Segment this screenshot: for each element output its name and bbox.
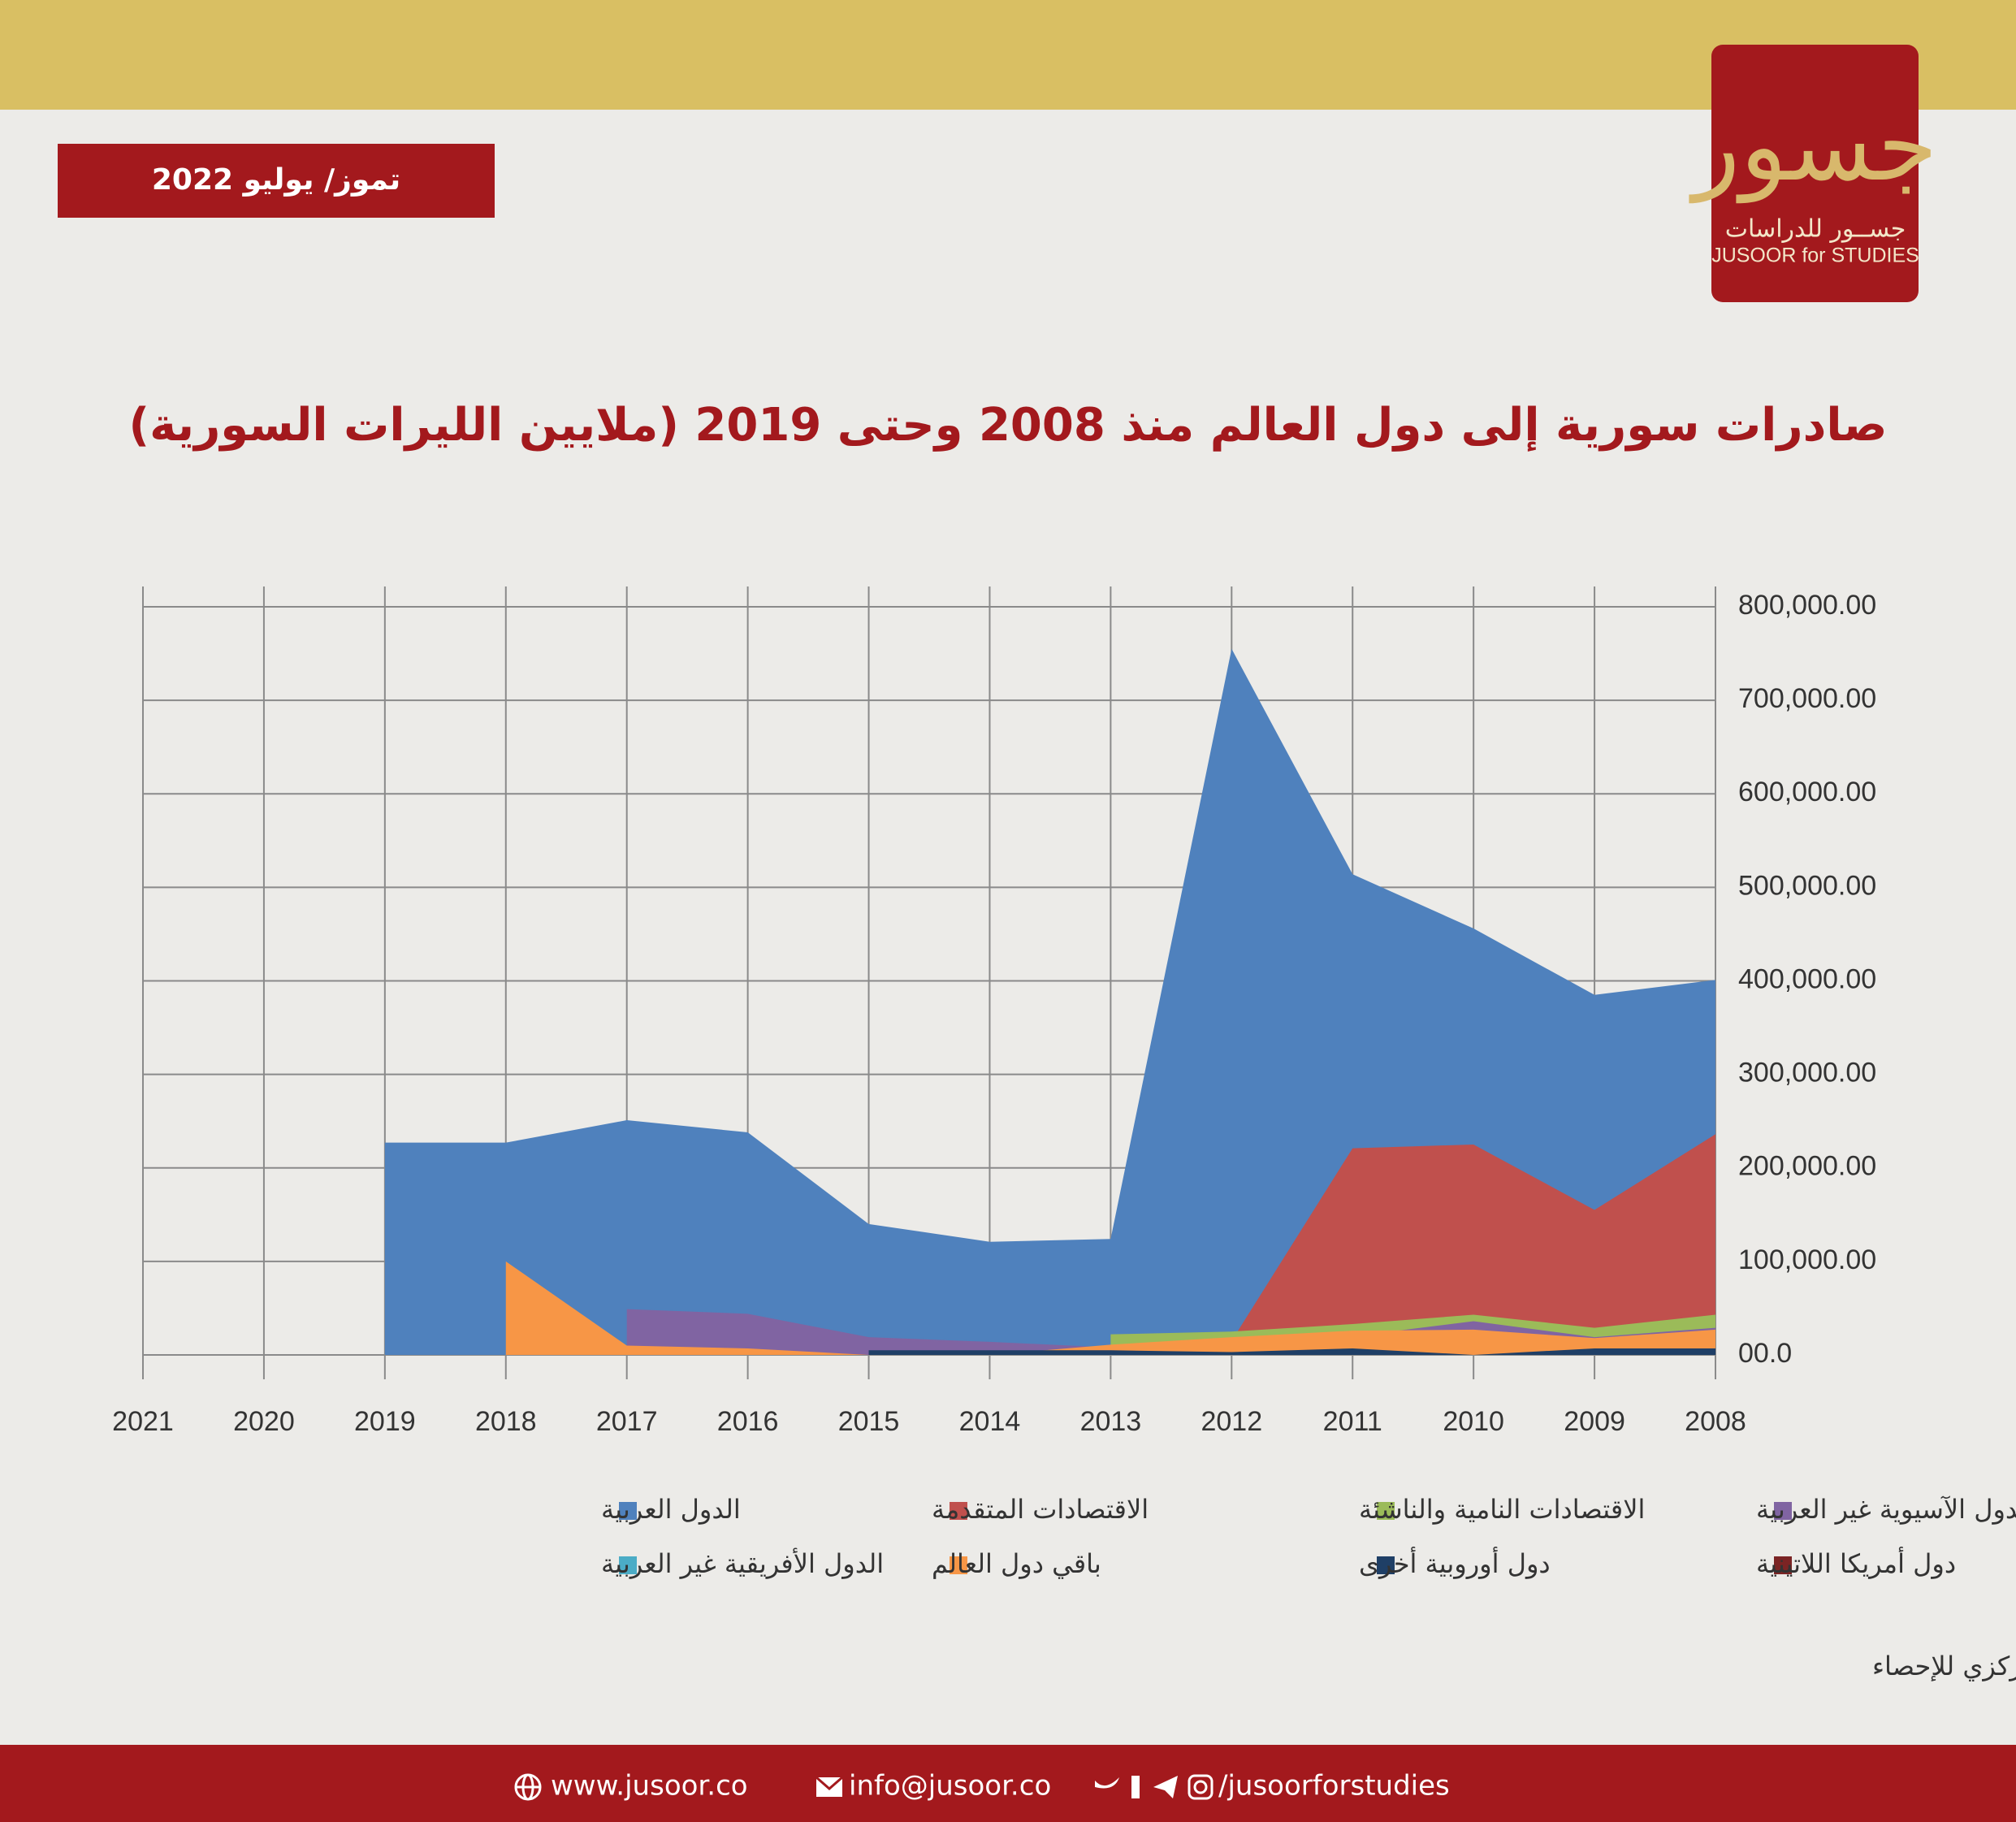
x-tick-label: 2012 [1201,1406,1262,1437]
legend-label: الاقتصادات المتقدمة [932,1494,1149,1525]
legend-swatch [619,1502,637,1520]
x-tick-label: 2010 [1443,1406,1504,1437]
instagram-icon [1188,1774,1213,1800]
legend-swatch [1774,1556,1792,1574]
legend-label: دول أمريكا اللاتينية [1756,1547,1956,1579]
area [505,1261,1715,1355]
legend-label: دول أوروبية أخرى [1359,1547,1551,1579]
legend-swatch [1377,1502,1395,1520]
legend-label: الدول الآسيوية غير العربية [1756,1494,2016,1525]
x-tick-label: 2019 [354,1406,416,1437]
y-tick-label: 800,000.00 [1738,590,1876,621]
x-tick-label: 2016 [717,1406,779,1437]
footer-icons [514,1773,1213,1801]
instagram-icon-lens [1193,1780,1208,1794]
footer-social: /jusoorforstudies [1218,1770,1450,1803]
legend-label: الدول العربية [601,1494,741,1525]
plot: 00.0 100,000.00 200,000.00 300,000.00 400,00… [112,586,1876,1437]
area [1231,1134,1715,1355]
footer-email: info@jusoor.co [849,1770,1051,1803]
x-tick-label: 2011 [1323,1406,1382,1437]
y-tick-label: 700,000.00 [1738,683,1876,714]
logo-name-en: JUSOOR for STUDIES [1711,245,1919,267]
footer-website: www.jusoor.co [551,1770,748,1803]
mail-icon-flap [815,1776,843,1790]
x-tick-label: 2015 [838,1406,900,1437]
area [868,1348,1715,1355]
bottom-band [0,1745,2016,1822]
logo-mark: جسور [1689,90,1937,204]
legend-swatch [1377,1556,1395,1574]
x-tick-label: 2018 [475,1406,537,1437]
x-tick-label: 2020 [233,1406,295,1437]
y-tick-label: 600,000.00 [1738,777,1876,807]
legend-label: الاقتصادات النامية والناشئة [1359,1494,1645,1525]
logo-name-ar: جســور للدراسات [1725,215,1906,244]
x-tick-label: 2017 [596,1406,658,1437]
telegram-icon [1153,1776,1178,1798]
y-tick-label: 100,000.00 [1738,1244,1876,1275]
legend-label: باقي دول العالم [932,1548,1101,1579]
y-tick-label: 300,000.00 [1738,1058,1876,1088]
y-tick-label: 500,000.00 [1738,870,1876,901]
logo-box [1711,45,1919,302]
legend-label: الدول الأفريقية غير العربية [601,1547,884,1579]
legend-swatch [950,1556,967,1574]
x-tick-label: 2009 [1564,1406,1625,1437]
date-box [58,144,495,218]
x-tick-label: 2008 [1685,1406,1746,1437]
y-tick-label: 200,000.00 [1738,1151,1876,1182]
legend-swatch [619,1556,637,1574]
chart-title: صادرات سورية إلى دول العالم منذ 2008 وحت… [128,399,1887,452]
y-tick-label: 400,000.00 [1738,963,1876,994]
legend-swatch [950,1502,967,1520]
date: تموز/ يوليو 2022 [152,163,400,197]
source-note: المصدر: بيانات صندوق النقد العربي والمكت… [1872,1651,2016,1681]
twitter-icon [1095,1777,1119,1789]
facebook-icon [1131,1776,1140,1798]
x-tick-label: 2014 [959,1406,1021,1437]
y-tick-label: 00.0 [1738,1338,1792,1369]
legend: الدول العربية الاقتصادات المتقدمة الاقتصاد… [601,1494,2016,1579]
legend-swatch [1774,1502,1792,1520]
top-band [0,0,2016,110]
x-tick-label: 2013 [1080,1406,1142,1437]
x-tick-label: 2021 [112,1406,174,1437]
